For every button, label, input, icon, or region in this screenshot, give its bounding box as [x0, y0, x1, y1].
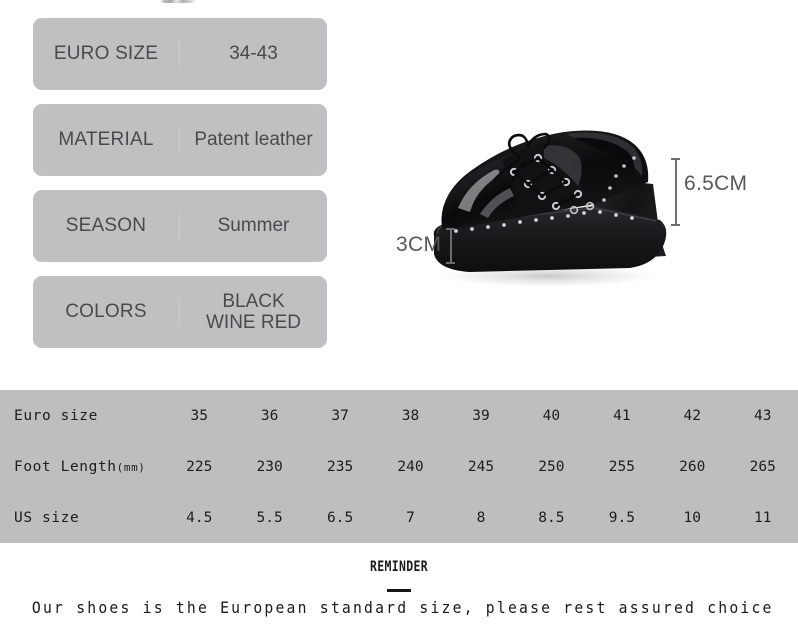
row-label: Euro size [0, 390, 164, 441]
shoe-platform-sole [433, 206, 667, 272]
table-row-foot-length: Foot Length(mm) 225 230 235 240 245 250 … [0, 441, 798, 492]
cell: 255 [608, 458, 635, 475]
size-table-band: Euro size 35 36 37 38 39 40 41 42 43 Foo… [0, 390, 798, 543]
platform-studs [454, 210, 634, 233]
spec-card-euro-size: EURO SIZE 34-43 [33, 18, 327, 90]
cropped-text-remnant [160, 0, 196, 3]
row-label: US size [0, 492, 164, 543]
cell: 37 [331, 407, 349, 424]
toe-highlight [458, 169, 500, 212]
spec-value-line: Patent leather [194, 129, 313, 151]
cell: 245 [467, 458, 495, 475]
shoe-illustration [430, 130, 667, 288]
platform-height-bracket [446, 228, 455, 264]
toe-highlight-secondary [480, 188, 514, 218]
row-label-unit: (mm) [116, 460, 146, 474]
cell: 230 [256, 458, 283, 475]
spec-value-line: 34-43 [229, 43, 278, 65]
lace-eyelets [509, 153, 583, 211]
cell: 265 [749, 458, 776, 475]
table-row-euro-size: Euro size 35 36 37 38 39 40 41 42 43 [0, 390, 798, 441]
spec-value-line: WINE RED [206, 312, 301, 333]
spec-card-list: EURO SIZE 34-43 MATERIAL Patent leather … [33, 18, 327, 362]
cell: 11 [754, 509, 772, 526]
cell: 8.5 [538, 509, 565, 526]
cell: 35 [190, 407, 208, 424]
spec-value: Patent leather [180, 129, 327, 150]
table-row-us-size: US size 4.5 5.5 6.5 7 8 8.5 9.5 10 11 [0, 492, 798, 543]
cell: 42 [683, 407, 702, 424]
cell: 7 [406, 509, 415, 526]
cell: 4.5 [186, 509, 213, 526]
spec-value: Summer [180, 215, 327, 236]
spec-divider [179, 127, 180, 153]
tongue-highlight [544, 145, 582, 186]
spec-value-line: BLACK [222, 290, 285, 312]
cell: 240 [397, 458, 424, 475]
spec-divider [179, 213, 180, 239]
spec-divider [179, 41, 180, 67]
spec-label: COLORS [65, 301, 147, 323]
row-label-text: Foot Length [14, 458, 117, 475]
cell: 38 [401, 407, 420, 424]
cell: 10 [683, 509, 702, 526]
spec-divider [179, 299, 180, 325]
cell: 40 [542, 407, 561, 424]
row-label-text: Euro size [14, 407, 98, 424]
product-photo [398, 88, 688, 288]
size-table: Euro size 35 36 37 38 39 40 41 42 43 Foo… [0, 390, 798, 543]
shoe-opening [574, 137, 635, 172]
cell: 8 [476, 509, 486, 526]
heel-studs [602, 156, 636, 202]
shoe-laces [492, 132, 580, 208]
row-label-text: US size [14, 509, 80, 526]
heel-height-label: 6.5CM [684, 172, 748, 195]
cell: 260 [679, 458, 706, 475]
spec-value-line: Summer [217, 215, 290, 237]
cell: 41 [613, 407, 631, 424]
cell: 5.5 [256, 509, 283, 526]
spec-value: 34-43 [180, 43, 327, 64]
spec-label: MATERIAL [58, 129, 154, 151]
reminder-text: Our shoes is the European standard size,… [31, 598, 774, 617]
cell: 39 [472, 407, 490, 424]
cell: 9.5 [608, 509, 635, 526]
cell: 225 [186, 458, 213, 475]
reminder-title: REMINDER [370, 559, 428, 575]
platform-height-label: 3CM [396, 233, 442, 256]
cell: 6.5 [326, 509, 354, 526]
row-label: Foot Length(mm) [0, 441, 164, 492]
spec-card-season: SEASON Summer [33, 190, 327, 262]
cell: 250 [538, 458, 565, 475]
spec-card-colors: COLORS BLACK WINE RED [33, 276, 327, 348]
shoe-collar [566, 132, 643, 176]
spec-card-material: MATERIAL Patent leather [33, 104, 327, 176]
spec-value: BLACK WINE RED [180, 291, 327, 334]
cell: 43 [754, 407, 772, 424]
spec-label: SEASON [65, 215, 147, 237]
cell: 235 [326, 458, 354, 475]
reminder-rule [387, 589, 411, 592]
side-hardware [569, 201, 595, 215]
spec-label: EURO SIZE [53, 43, 159, 65]
heel-height-bracket [671, 158, 680, 226]
cell: 36 [260, 407, 279, 424]
